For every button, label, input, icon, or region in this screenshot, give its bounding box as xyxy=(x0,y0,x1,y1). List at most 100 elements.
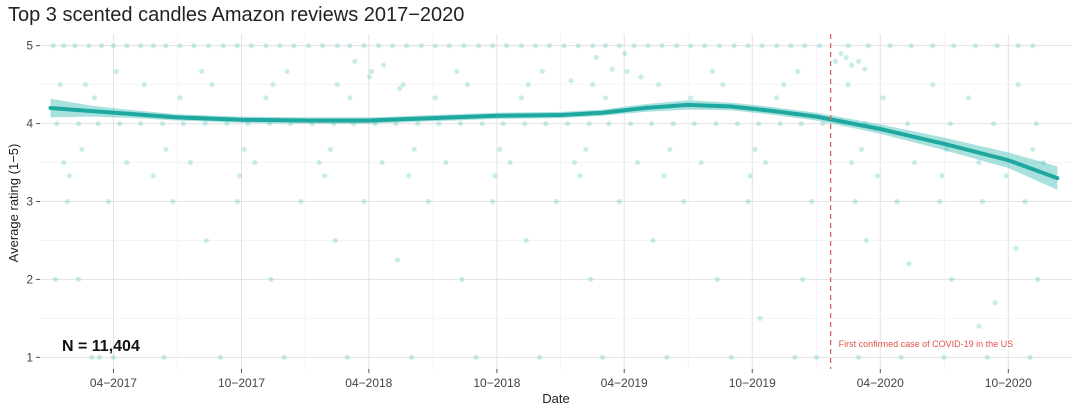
data-point xyxy=(500,120,506,127)
data-point xyxy=(1033,120,1039,127)
data-point xyxy=(150,43,156,49)
data-point xyxy=(798,120,804,127)
data-point xyxy=(536,354,543,360)
data-point xyxy=(291,43,297,49)
data-point xyxy=(991,120,997,127)
x-tick-label: 10−2019 xyxy=(729,376,776,390)
data-point xyxy=(54,120,60,127)
data-point xyxy=(976,159,982,166)
data-point xyxy=(734,120,741,127)
data-point xyxy=(476,43,482,49)
data-point xyxy=(404,43,410,49)
data-point xyxy=(856,58,862,64)
data-point xyxy=(252,159,258,166)
data-point xyxy=(759,43,765,49)
data-point xyxy=(972,43,979,49)
data-point xyxy=(976,323,982,329)
data-point xyxy=(755,120,762,127)
data-point xyxy=(268,276,274,283)
data-point xyxy=(747,173,753,179)
data-point xyxy=(95,120,101,127)
data-point xyxy=(334,43,340,49)
data-point xyxy=(464,82,471,88)
data-point xyxy=(752,146,758,152)
data-point xyxy=(163,146,169,152)
data-point xyxy=(880,95,886,101)
x-tick-label: 04−2020 xyxy=(857,376,904,390)
data-point xyxy=(994,43,1000,49)
data-point xyxy=(702,43,708,49)
data-point xyxy=(1013,245,1019,251)
data-point xyxy=(369,68,375,74)
data-point xyxy=(894,198,900,205)
data-point xyxy=(1027,354,1033,360)
data-point xyxy=(270,82,276,88)
data-point xyxy=(906,261,912,267)
data-point xyxy=(347,43,353,49)
data-point xyxy=(564,120,571,127)
covid-annotation-text: First confirmed case of COVID-19 in the … xyxy=(839,339,1014,349)
data-point xyxy=(177,95,183,101)
data-point xyxy=(814,354,820,360)
data-point xyxy=(688,95,694,101)
data-point xyxy=(774,95,780,101)
data-point xyxy=(904,120,911,127)
data-point xyxy=(655,82,662,88)
data-point xyxy=(64,198,70,205)
data-point xyxy=(459,276,465,283)
data-point xyxy=(361,43,367,49)
data-point xyxy=(852,198,858,205)
data-point xyxy=(543,120,549,127)
data-point xyxy=(627,120,634,127)
data-point xyxy=(170,198,176,205)
data-point xyxy=(670,120,676,127)
data-point xyxy=(379,159,385,166)
data-point xyxy=(774,43,780,49)
data-point xyxy=(113,68,119,74)
data-point xyxy=(1022,198,1028,205)
data-point xyxy=(161,354,167,360)
data-point xyxy=(347,95,353,101)
y-tick-label: 4 xyxy=(26,117,33,131)
data-point xyxy=(539,68,545,74)
data-point xyxy=(518,95,524,101)
data-point xyxy=(622,50,628,57)
data-point xyxy=(523,237,529,244)
data-point xyxy=(432,43,438,49)
data-point xyxy=(322,173,328,179)
data-point xyxy=(631,43,637,49)
data-point xyxy=(616,43,622,49)
data-point xyxy=(1030,146,1036,152)
data-point xyxy=(731,43,737,49)
data-point xyxy=(266,120,273,127)
data-point xyxy=(845,82,851,88)
data-point xyxy=(479,120,485,127)
data-point xyxy=(667,146,673,152)
smooth-line-layer xyxy=(48,102,1060,181)
data-point xyxy=(590,82,596,88)
covid-annotation-layer: First confirmed case of COVID-19 in the … xyxy=(829,34,1014,369)
data-point xyxy=(838,50,844,57)
data-point xyxy=(602,95,608,101)
data-point xyxy=(820,120,826,127)
data-point xyxy=(518,43,524,49)
data-point xyxy=(849,62,855,68)
data-point xyxy=(1030,43,1036,49)
data-point xyxy=(984,354,990,360)
data-point xyxy=(728,354,734,360)
x-axis-title: Date xyxy=(542,391,569,403)
data-point xyxy=(590,43,596,49)
data-point xyxy=(800,276,806,283)
x-tick-label: 04−2018 xyxy=(345,376,392,390)
data-point xyxy=(432,95,438,101)
data-point xyxy=(781,82,787,88)
x-tick-label: 04−2017 xyxy=(90,376,137,390)
data-point xyxy=(98,43,105,49)
data-point xyxy=(949,276,955,283)
data-point xyxy=(490,43,496,49)
data-point xyxy=(979,198,986,205)
data-point xyxy=(320,43,326,49)
data-point xyxy=(698,159,704,166)
y-tick-label: 3 xyxy=(26,195,33,209)
